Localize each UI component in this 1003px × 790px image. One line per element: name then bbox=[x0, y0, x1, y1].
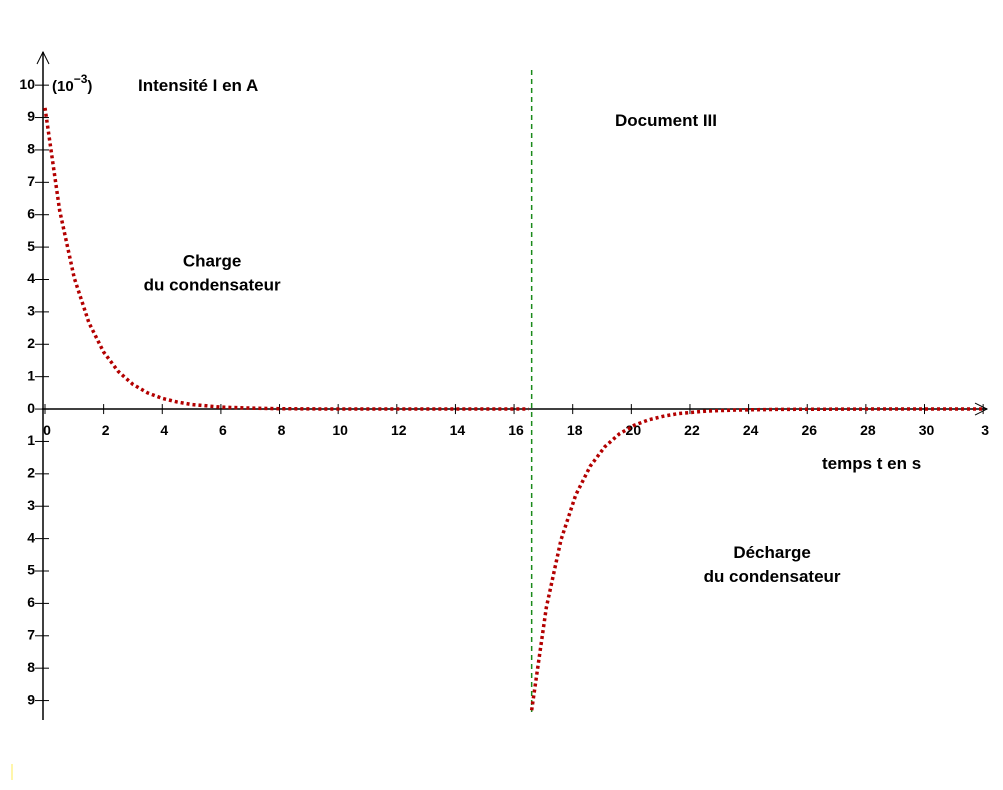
y-unit-exponent: −3 bbox=[74, 72, 88, 86]
y-tick-label: 4 bbox=[27, 270, 35, 286]
annotation-line: du condensateur bbox=[704, 567, 841, 586]
y-tick-label: 2 bbox=[27, 335, 35, 351]
x-tick-label: 14 bbox=[450, 422, 466, 438]
x-tick-label: 26 bbox=[801, 422, 817, 438]
y-unit-prefix: (10 bbox=[52, 78, 74, 95]
annotation: Décharge du condensateur bbox=[704, 543, 841, 586]
x-tick-label: 22 bbox=[684, 422, 700, 438]
curve bbox=[43, 107, 529, 411]
y-tick-label: 9 bbox=[27, 691, 35, 707]
x-tick-label: 30 bbox=[919, 422, 935, 438]
y-tick-label: 0 bbox=[27, 400, 35, 416]
x-tick-label: 3 bbox=[981, 422, 989, 438]
y-tick-label: 7 bbox=[27, 173, 35, 189]
x-tick-label: 28 bbox=[860, 422, 876, 438]
x-tick-label: 2 bbox=[102, 422, 110, 438]
y-tick-label: 3 bbox=[27, 497, 35, 513]
y-axis-label: Intensité I en A bbox=[138, 76, 258, 95]
x-axis-arrow bbox=[974, 402, 989, 416]
x-axis-label: temps t en s bbox=[822, 454, 921, 473]
annotation-line: du condensateur bbox=[144, 276, 281, 295]
y-tick-label: 5 bbox=[27, 238, 35, 254]
x-tick-label: 6 bbox=[219, 422, 227, 438]
y-tick-label: 6 bbox=[27, 594, 35, 610]
x-tick-label: 10 bbox=[332, 422, 348, 438]
chart-title: Document III bbox=[615, 111, 717, 130]
y-tick-label: 7 bbox=[27, 626, 35, 642]
x-tick-label: 24 bbox=[743, 422, 759, 438]
annotation-line: Décharge bbox=[733, 543, 810, 562]
y-tick-label: 6 bbox=[27, 205, 35, 221]
annotation-line: Charge bbox=[183, 252, 242, 271]
y-unit: (10−3) bbox=[52, 72, 92, 95]
x-tick-label: 18 bbox=[567, 422, 583, 438]
y-tick-label: 4 bbox=[27, 529, 35, 545]
y-tick-label: 8 bbox=[27, 141, 35, 157]
x-tick-label: 0 bbox=[43, 422, 51, 438]
y-tick-label: 2 bbox=[27, 465, 35, 481]
y-tick-label: 1 bbox=[27, 367, 35, 383]
x-tick-label: 12 bbox=[391, 422, 407, 438]
y-tick-label: 10 bbox=[19, 76, 35, 92]
curve bbox=[529, 407, 984, 711]
y-tick-label: 3 bbox=[27, 303, 35, 319]
y-unit-suffix: ) bbox=[87, 78, 92, 95]
y-tick-label: 5 bbox=[27, 562, 35, 578]
y-tick-label: 1 bbox=[27, 432, 35, 448]
y-tick-label: 8 bbox=[27, 659, 35, 675]
x-tick-label: 8 bbox=[278, 422, 286, 438]
x-tick-label: 16 bbox=[508, 422, 524, 438]
x-tick-label: 20 bbox=[626, 422, 642, 438]
y-tick-label: 9 bbox=[27, 108, 35, 124]
y-axis-arrow bbox=[36, 50, 50, 65]
annotation: Charge du condensateur bbox=[144, 252, 281, 295]
x-tick-label: 4 bbox=[160, 422, 168, 438]
